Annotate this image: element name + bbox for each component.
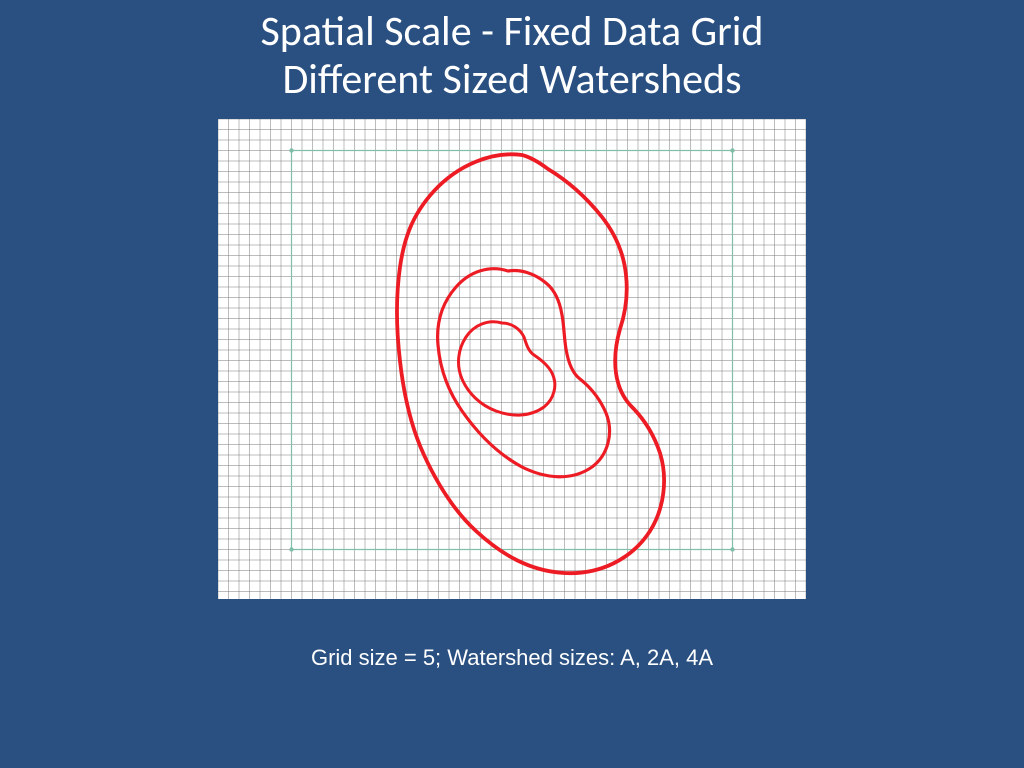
grid-diagram <box>218 119 806 599</box>
title-line-2: Different Sized Watersheds <box>260 56 763 104</box>
title-line-1: Spatial Scale - Fixed Data Grid <box>260 8 763 56</box>
slide-title: Spatial Scale - Fixed Data Grid Differen… <box>260 8 763 105</box>
grid-svg <box>218 119 806 599</box>
caption-text: Grid size = 5; Watershed sizes: A, 2A, 4… <box>311 645 713 671</box>
